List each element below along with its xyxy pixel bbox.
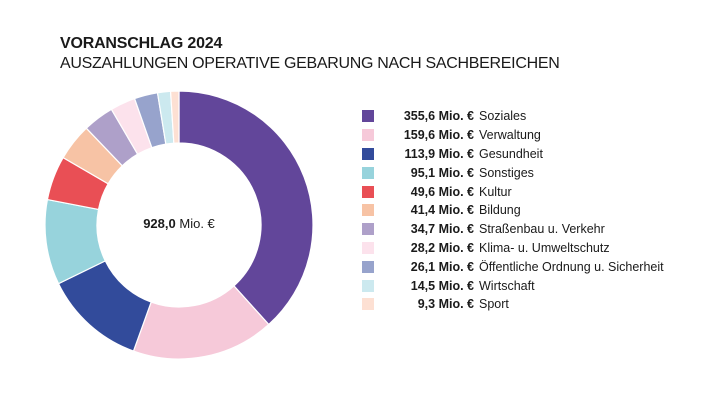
legend: 355,6 Mio. € Soziales 159,6 Mio. € Verwaltu… [358,107,664,314]
legend-item: 355,6 Mio. € Soziales [358,107,664,126]
legend-swatch [362,185,374,198]
legend-label: Straßenbau u. Verkehr [479,222,605,237]
legend-swatch [362,260,374,273]
chart-subtitle: AUSZAHLUNGEN OPERATIVE GEBARUNG NACH SAC… [60,55,560,72]
legend-label: Wirtschaft [479,278,535,293]
legend-label: Öffentliche Ordnung u. Sicherheit [479,259,664,274]
legend-swatch [362,241,374,254]
donut-slice [178,90,314,326]
legend-label: Kultur [479,184,512,199]
donut-slice [169,90,180,144]
legend-swatch [362,204,374,217]
legend-item: 159,6 Mio. € Verwaltung [358,126,664,145]
legend-label: Klima- u. Umweltschutz [479,240,610,255]
legend-label: Sport [479,297,509,312]
legend-swatch [362,129,374,142]
legend-item: 34,7 Mio. € Straßenbau u. Verkehr [358,220,664,239]
legend-swatch [362,298,374,311]
legend-value: 95,1 Mio. € [410,165,474,180]
legend-swatch [362,110,374,123]
legend-swatch [362,223,374,236]
legend-swatch [362,166,374,179]
chart-title: VORANSCHLAG 2024 [60,35,223,52]
legend-value: 113,9 Mio. € [404,146,474,161]
legend-item: 49,6 Mio. € Kultur [358,182,664,201]
legend-value: 28,2 Mio. € [410,240,474,255]
legend-value: 9,3 Mio. € [417,297,474,312]
legend-label: Verwaltung [479,128,541,143]
legend-value: 41,4 Mio. € [410,203,474,218]
center-total: 928,0 Mio. € [99,216,259,231]
legend-value: 49,6 Mio. € [410,184,474,199]
legend-label: Bildung [479,203,521,218]
legend-label: Sonstiges [479,165,534,180]
legend-item: 26,1 Mio. € Öffentliche Ordnung u. Sicher… [358,257,664,276]
legend-value: 355,6 Mio. € [403,109,474,124]
legend-item: 41,4 Mio. € Bildung [358,201,664,220]
legend-item: 14,5 Mio. € Wirtschaft [358,276,664,295]
legend-item: 95,1 Mio. € Sonstiges [358,163,664,182]
legend-label: Gesundheit [479,146,543,161]
legend-value: 14,5 Mio. € [410,278,474,293]
legend-item: 113,9 Mio. € Gesundheit [358,145,664,164]
legend-value: 26,1 Mio. € [410,259,474,274]
legend-swatch [362,147,374,160]
legend-item: 9,3 Mio. € Sport [358,295,664,314]
center-total-unit: Mio. € [179,216,215,231]
legend-swatch [362,279,374,292]
center-total-value: 928,0 [143,216,176,231]
legend-label: Soziales [479,109,527,124]
legend-value: 159,6 Mio. € [403,128,474,143]
legend-value: 34,7 Mio. € [410,222,474,237]
legend-item: 28,2 Mio. € Klima- u. Umweltschutz [358,239,664,258]
